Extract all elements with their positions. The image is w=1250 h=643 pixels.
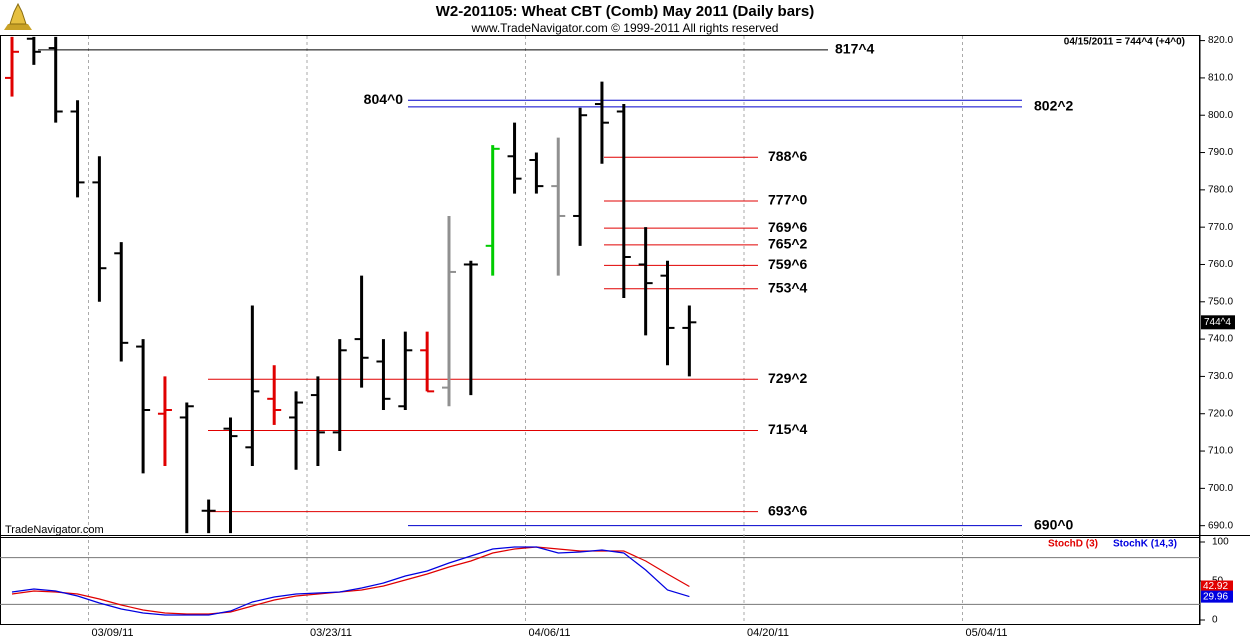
y-tick-label: 0	[1212, 615, 1218, 626]
stoch-line	[11, 546, 690, 616]
y-tick-label: 760.0	[1208, 259, 1233, 270]
legend-entry: StochD (3)	[1048, 539, 1098, 550]
y-tick-label: 720.0	[1208, 408, 1233, 419]
last-value-box	[1201, 590, 1233, 603]
last-value-label: 42.92	[1203, 581, 1228, 592]
level-label: 788^6	[768, 148, 808, 164]
x-tick-label: 04/06/11	[529, 627, 571, 639]
logo-top	[9, 2, 27, 25]
level-label: 817^4	[835, 41, 875, 57]
last-price-box	[1201, 315, 1235, 330]
y-tick-label: 800.0	[1208, 110, 1233, 121]
y-tick-label: 820.0	[1208, 35, 1233, 46]
legend-entry: StochK (14,3)	[1113, 539, 1177, 550]
y-tick-label: 730.0	[1208, 371, 1233, 382]
x-tick-label: 03/09/11	[92, 627, 134, 639]
x-tick-label: 03/23/11	[310, 627, 352, 639]
last-value-label: 29.96	[1203, 591, 1228, 602]
chart-subtitle: www.TradeNavigator.com © 1999-2011 All r…	[471, 21, 779, 35]
level-label: 802^2	[1034, 98, 1074, 114]
logo	[4, 2, 32, 30]
level-label: 769^6	[768, 219, 808, 235]
y-tick-label: 810.0	[1208, 73, 1233, 84]
last-info: 04/15/2011 = 744^4 (+4^0)	[1064, 37, 1185, 48]
level-label: 759^6	[768, 256, 808, 272]
logo-base	[4, 24, 32, 30]
level-label: 729^2	[768, 370, 808, 386]
stoch-line	[11, 546, 690, 615]
y-tick-label: 790.0	[1208, 147, 1233, 158]
y-tick-label: 690.0	[1208, 520, 1233, 531]
watermark: TradeNavigator.com	[5, 524, 104, 536]
y-tick-label: 780.0	[1208, 184, 1233, 195]
x-tick-label: 04/20/11	[747, 627, 789, 639]
level-label: 804^0	[364, 91, 404, 107]
last-price-label: 744^4	[1204, 317, 1231, 328]
y-tick-label: 770.0	[1208, 222, 1233, 233]
chart-title: W2-201105: Wheat CBT (Comb) May 2011 (Da…	[436, 3, 814, 20]
y-tick-label: 700.0	[1208, 483, 1233, 494]
last-value-box	[1201, 580, 1233, 593]
level-label: 693^6	[768, 502, 808, 518]
level-label: 753^4	[768, 279, 808, 295]
y-tick-label: 710.0	[1208, 446, 1233, 457]
y-tick-label: 740.0	[1208, 334, 1233, 345]
level-label: 777^0	[768, 192, 808, 208]
y-tick-label: 750.0	[1208, 296, 1233, 307]
level-label: 690^0	[1034, 516, 1074, 532]
level-label: 765^2	[768, 236, 808, 252]
y-tick-label: 100	[1212, 537, 1229, 548]
level-label: 715^4	[768, 421, 808, 437]
x-tick-label: 05/04/11	[966, 627, 1008, 639]
